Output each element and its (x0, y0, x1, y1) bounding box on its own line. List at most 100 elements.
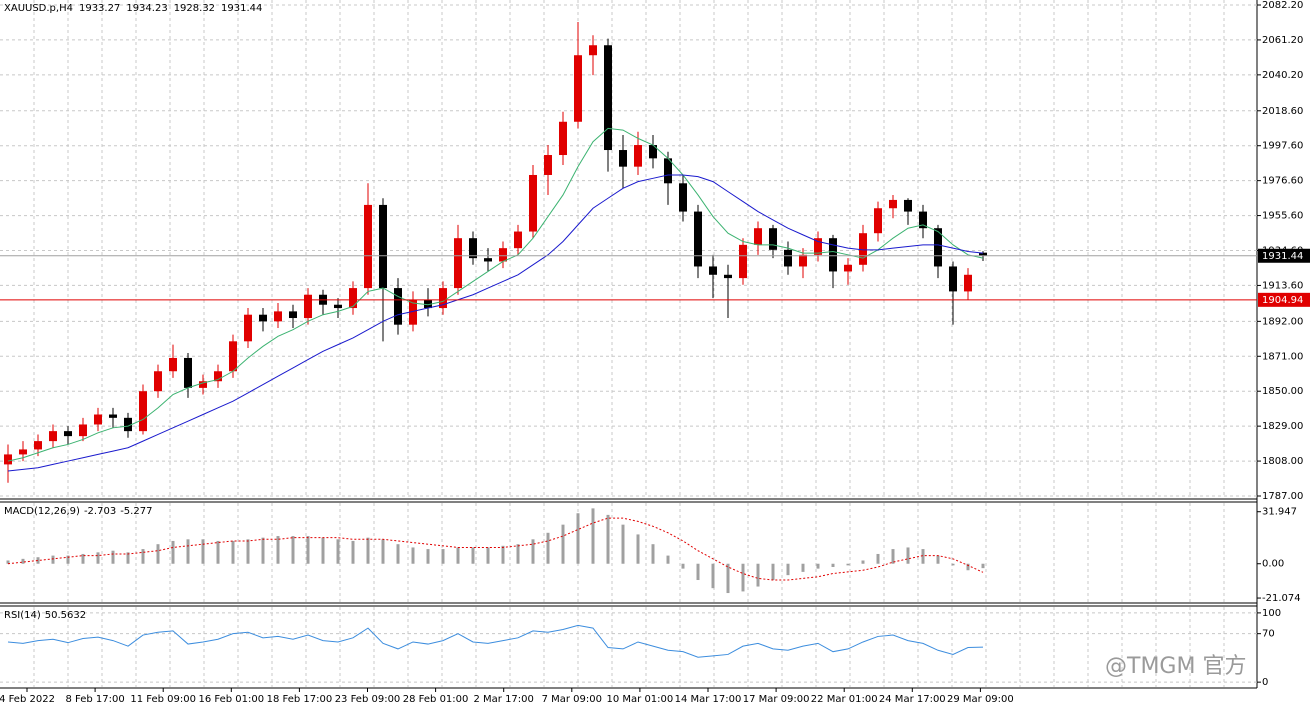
y-tick-label: 2061.20 (1262, 35, 1303, 46)
macd-bar (471, 547, 475, 564)
y-tick-label: 0.00 (1262, 559, 1284, 570)
y-tick-label: 1955.60 (1262, 211, 1303, 222)
candle-body (694, 211, 702, 267)
candle-body (874, 208, 882, 234)
price-label: 1931.44 (1262, 251, 1303, 262)
macd-bar (36, 557, 40, 564)
macd-bar (876, 553, 880, 564)
candle-body (649, 145, 657, 159)
grid (0, 0, 1257, 687)
signal-value: -5.277 (120, 506, 152, 517)
macd-bar (516, 544, 520, 564)
indicator-header: MACD(12,26,9) -2.703 -5.277 (4, 506, 152, 517)
rsi-line (7, 624, 984, 658)
macd-bar (681, 563, 685, 569)
watermark: @TMGM 官方 (1105, 654, 1246, 679)
macd-bar (966, 563, 970, 571)
macd-bar (591, 508, 595, 564)
macd-bar (786, 563, 790, 576)
candle-body (634, 145, 642, 167)
y-tick-label: 1997.60 (1262, 141, 1303, 152)
candle-body (349, 288, 357, 309)
y-tick-label: 2040.20 (1262, 70, 1303, 81)
x-tick-label: 18 Feb 17:00 (267, 694, 333, 705)
macd-bar (981, 563, 985, 569)
candle-body (109, 414, 117, 418)
ohlc-value: 1931.44 (221, 3, 262, 14)
macd-bar (156, 544, 160, 564)
candle-body (589, 45, 597, 56)
macd-bar (141, 549, 145, 564)
macd-bar (6, 560, 10, 564)
candle-body (244, 314, 252, 342)
macd-bar (621, 524, 625, 564)
ohlc-value: 1933.27 (79, 3, 120, 14)
moving-average (7, 174, 984, 472)
macd-bar (96, 552, 100, 564)
candle-body (979, 252, 987, 256)
macd-bar (201, 539, 205, 564)
x-tick-label: 16 Feb 01:00 (198, 694, 264, 705)
y-tick-label: -21.074 (1262, 593, 1301, 604)
macd-bar (936, 555, 940, 564)
y-tick-label: 1850.00 (1262, 386, 1303, 397)
macd-bar (756, 563, 760, 587)
x-tick-label: 7 Mar 09:00 (542, 694, 602, 705)
x-tick-label: 4 Feb 2022 (0, 694, 55, 705)
macd-bar (351, 540, 355, 564)
y-tick-label: 1871.00 (1262, 351, 1303, 362)
macd-bar (306, 536, 310, 564)
candle-body (19, 449, 27, 455)
candle-body (814, 238, 822, 255)
macd-bar (321, 537, 325, 564)
y-tick-label: 2082.20 (1262, 0, 1303, 11)
rsi-value: 50.5632 (45, 610, 86, 621)
macd-bar (261, 537, 265, 564)
y-tick-label: 1892.00 (1262, 316, 1303, 327)
candle-body (724, 274, 732, 279)
macd-signal (7, 517, 984, 581)
candle-body (484, 258, 492, 262)
chart-header: XAUUSD.p,H4 1933.27 1934.23 1928.32 1931.44 (4, 3, 262, 14)
candle-body (124, 417, 132, 432)
candle-body (784, 249, 792, 267)
macd-bar (501, 545, 505, 564)
candle-body (214, 371, 222, 382)
x-tick-label: 22 Mar 01:00 (811, 694, 878, 705)
macd-bar (711, 563, 715, 589)
candle-body (619, 150, 627, 167)
y-tick-label: 1913.60 (1262, 280, 1303, 291)
macd-bar (741, 563, 745, 592)
ohlc-value: 1928.32 (174, 3, 215, 14)
macd-bar (726, 563, 730, 594)
level-box (1258, 292, 1310, 307)
macd-bar (336, 539, 340, 564)
candle-body (544, 155, 552, 175)
candle-body (769, 228, 777, 250)
y-tick-label: 0 (1262, 677, 1268, 688)
macd-bar (666, 555, 670, 564)
macd-bar (396, 544, 400, 564)
x-tick-label: 14 Mar 17:00 (675, 694, 742, 705)
candle-body (409, 299, 417, 325)
candle-body (964, 274, 972, 292)
candle-body (379, 204, 387, 289)
macd-bar (531, 539, 535, 564)
macd-bar (126, 552, 130, 564)
x-tick-label: 11 Feb 09:00 (130, 694, 196, 705)
candle-body (529, 174, 537, 232)
candle-body (199, 381, 207, 388)
x-tick-label: 2 Mar 17:00 (473, 694, 533, 705)
macd-bar (831, 563, 835, 567)
candle-body (424, 299, 432, 309)
macd-bar (651, 544, 655, 564)
macd-bar (576, 513, 580, 564)
macd-bar (456, 547, 460, 564)
x-tick-label: 17 Mar 09:00 (743, 694, 810, 705)
candle-body (289, 311, 297, 319)
level-label: 1904.94 (1262, 295, 1303, 306)
macd-bar (216, 540, 220, 564)
y-tick-label: 70 (1262, 629, 1275, 640)
